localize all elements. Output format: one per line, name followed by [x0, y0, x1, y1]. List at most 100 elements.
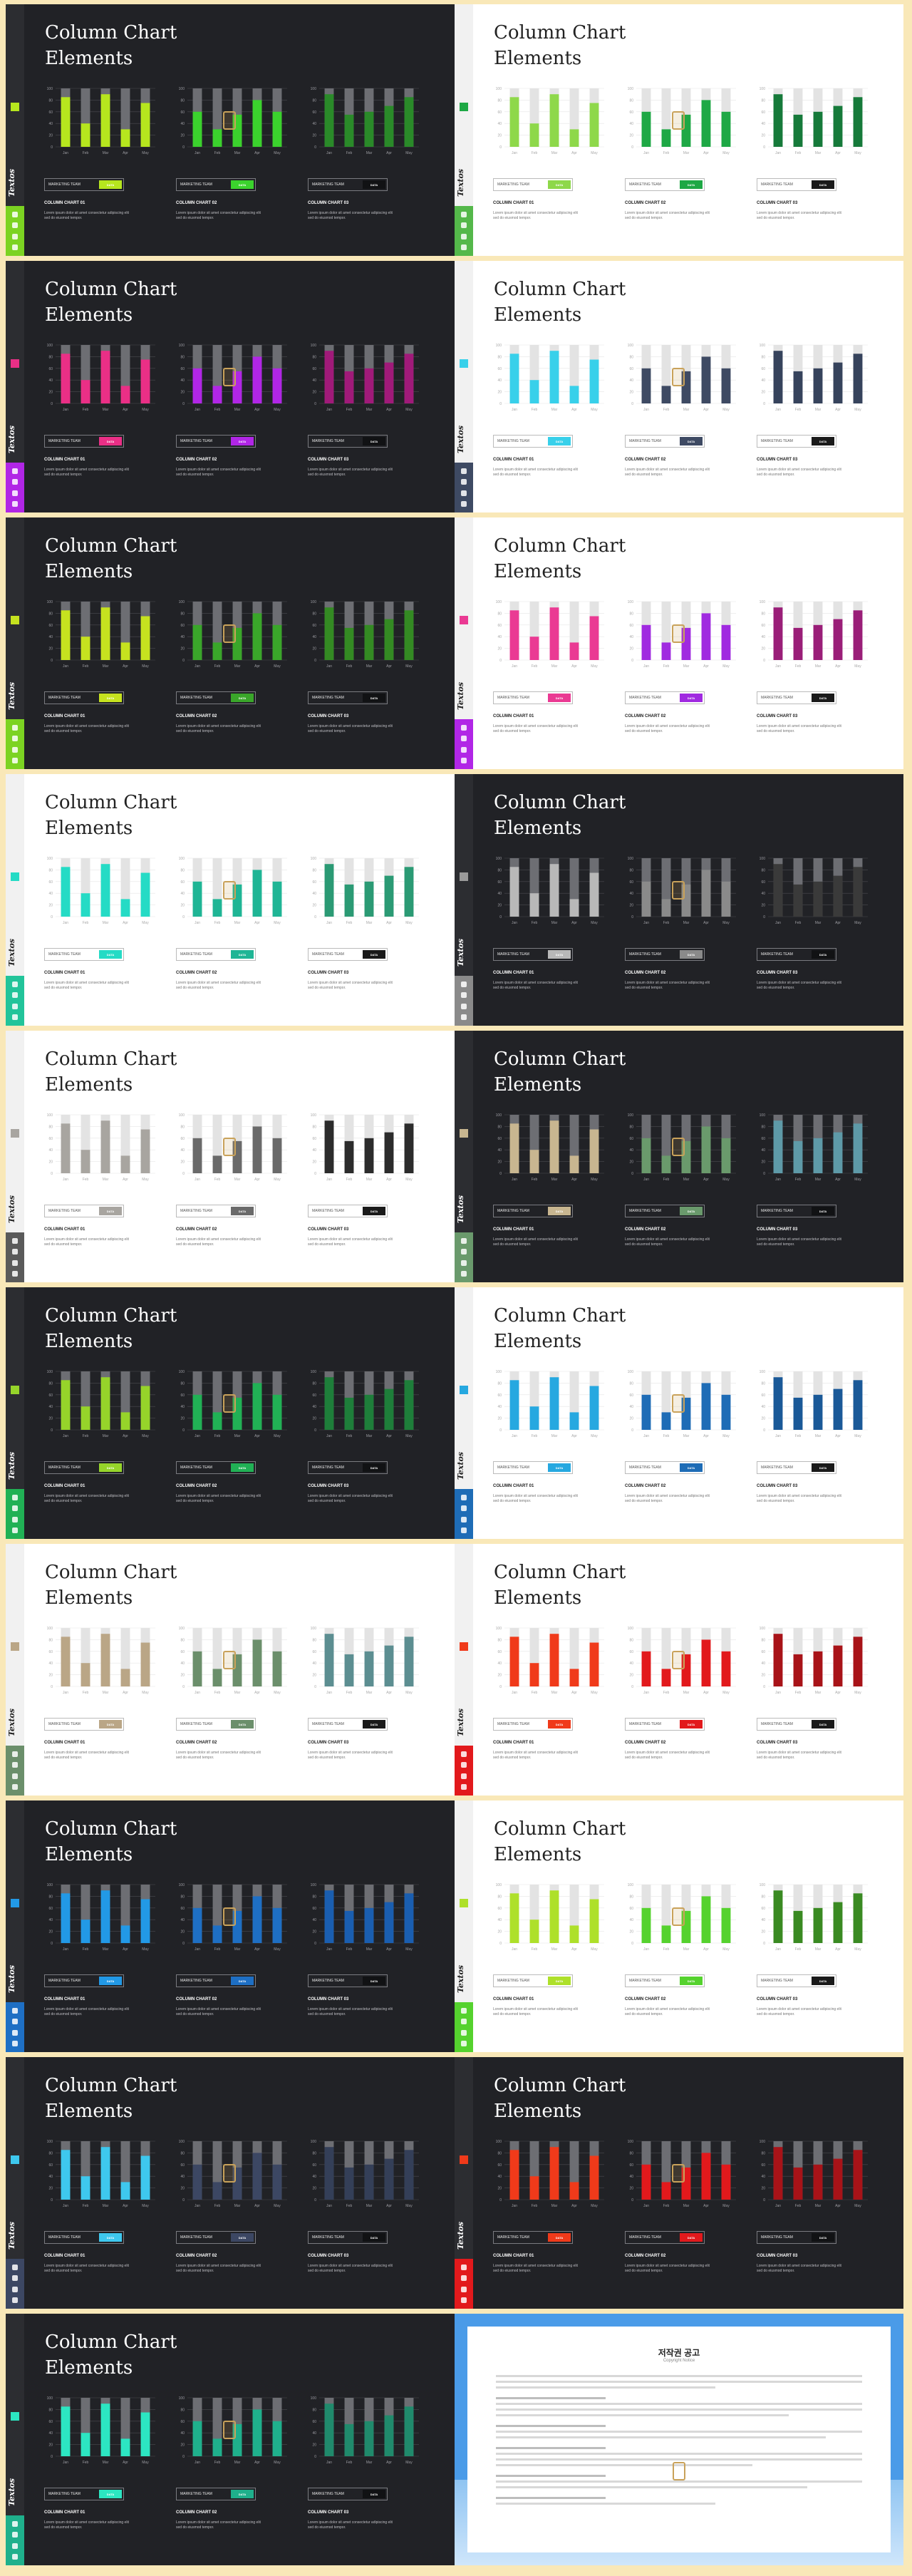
x-tick-label: Feb: [83, 921, 89, 925]
bird-icon[interactable]: [12, 2041, 18, 2047]
bird-icon[interactable]: [461, 501, 467, 508]
mail-icon[interactable]: [12, 2275, 18, 2282]
y-tick-label: 80: [497, 1895, 502, 1899]
bird-icon[interactable]: [461, 758, 467, 764]
chart-slide: Textos Column Chart Elements 0 20 40 60 80 100 Ja…: [6, 517, 455, 769]
share-icon[interactable]: [461, 2007, 467, 2014]
share-icon[interactable]: [12, 2520, 18, 2527]
share-icon[interactable]: [12, 1237, 18, 1244]
share-icon[interactable]: [12, 981, 18, 987]
link-icon[interactable]: [461, 490, 467, 496]
chart-area: 0 20 40 60 80 100 Jan Feb Mar Apr May: [172, 84, 293, 163]
mail-icon[interactable]: [12, 222, 18, 229]
team-tag: MARKETING TEAM DATA: [44, 1461, 124, 1474]
mail-icon[interactable]: [12, 736, 18, 742]
mail-icon[interactable]: [461, 2019, 467, 2025]
slide-title: Column Chart Elements: [45, 533, 230, 584]
mail-icon[interactable]: [12, 2019, 18, 2025]
link-icon[interactable]: [461, 746, 467, 753]
bird-icon[interactable]: [12, 1527, 18, 1534]
bird-icon[interactable]: [12, 1014, 18, 1021]
share-icon[interactable]: [461, 981, 467, 987]
share-icon[interactable]: [461, 724, 467, 731]
bar: [853, 1637, 863, 1686]
mail-icon[interactable]: [461, 222, 467, 229]
share-icon[interactable]: [12, 2007, 18, 2014]
chart-panel: 0 20 40 60 80 100 Jan Feb Mar Apr May MARKETING TEA…: [304, 1880, 425, 2037]
y-tick-label: 20: [180, 1160, 185, 1165]
slide-title: Column Chart Elements: [45, 790, 230, 841]
link-icon[interactable]: [12, 233, 18, 239]
link-icon[interactable]: [461, 1259, 467, 1266]
bird-icon[interactable]: [461, 1527, 467, 1534]
link-icon[interactable]: [461, 1773, 467, 1779]
bird-icon[interactable]: [12, 2297, 18, 2304]
bird-icon[interactable]: [461, 1014, 467, 1021]
mail-icon[interactable]: [461, 2275, 467, 2282]
link-icon[interactable]: [12, 2542, 18, 2549]
x-tick-label: Jan: [63, 2461, 68, 2465]
link-icon[interactable]: [12, 1003, 18, 1009]
share-icon[interactable]: [461, 1494, 467, 1500]
mail-icon[interactable]: [461, 992, 467, 999]
share-icon[interactable]: [12, 1751, 18, 1757]
bird-icon[interactable]: [12, 244, 18, 251]
mail-icon[interactable]: [12, 479, 18, 485]
link-icon[interactable]: [12, 2286, 18, 2292]
share-icon[interactable]: [461, 468, 467, 474]
share-icon[interactable]: [461, 1751, 467, 1757]
mail-icon[interactable]: [461, 1505, 467, 1512]
link-icon[interactable]: [12, 1516, 18, 1523]
bird-icon[interactable]: [12, 501, 18, 508]
link-icon[interactable]: [12, 2029, 18, 2036]
mail-icon[interactable]: [12, 1505, 18, 1512]
bird-icon[interactable]: [12, 758, 18, 764]
share-icon[interactable]: [12, 468, 18, 474]
bar: [81, 1663, 90, 1686]
mail-icon[interactable]: [12, 1249, 18, 1255]
panel-heading: COLUMN CHART 02: [625, 971, 666, 975]
watermark-logo: [223, 1651, 236, 1669]
share-icon[interactable]: [12, 724, 18, 731]
share-icon[interactable]: [461, 2264, 467, 2270]
x-tick-label: Feb: [214, 151, 221, 155]
bird-icon[interactable]: [12, 1271, 18, 1277]
link-icon[interactable]: [461, 2029, 467, 2036]
mail-icon[interactable]: [12, 992, 18, 999]
bar: [549, 1120, 559, 1173]
bird-icon[interactable]: [461, 244, 467, 251]
link-icon[interactable]: [12, 746, 18, 753]
bird-icon[interactable]: [461, 2041, 467, 2047]
bird-icon[interactable]: [461, 1271, 467, 1277]
bird-icon[interactable]: [12, 1784, 18, 1791]
y-tick-label: 80: [629, 868, 633, 872]
share-icon[interactable]: [12, 211, 18, 217]
mail-icon[interactable]: [461, 1762, 467, 1768]
bird-icon[interactable]: [461, 2297, 467, 2304]
mail-icon[interactable]: [461, 479, 467, 485]
share-icon[interactable]: [12, 2264, 18, 2270]
link-icon[interactable]: [12, 490, 18, 496]
link-icon[interactable]: [461, 2286, 467, 2292]
panel-heading: COLUMN CHART 01: [44, 1227, 86, 1232]
x-tick-label: Feb: [214, 664, 221, 669]
mail-icon[interactable]: [12, 1762, 18, 1768]
mail-icon[interactable]: [461, 736, 467, 742]
bar: [61, 1380, 71, 1430]
mail-icon[interactable]: [461, 1249, 467, 1255]
bird-icon[interactable]: [12, 2554, 18, 2560]
mail-icon[interactable]: [12, 2532, 18, 2538]
link-icon[interactable]: [461, 233, 467, 239]
y-tick-label: 0: [499, 145, 502, 150]
bar: [272, 1138, 282, 1173]
bird-icon[interactable]: [461, 1784, 467, 1791]
y-tick-label: 20: [312, 1930, 316, 1934]
y-tick-label: 20: [48, 647, 53, 651]
share-icon[interactable]: [461, 1237, 467, 1244]
link-icon[interactable]: [461, 1516, 467, 1523]
link-icon[interactable]: [461, 1003, 467, 1009]
link-icon[interactable]: [12, 1773, 18, 1779]
share-icon[interactable]: [461, 211, 467, 217]
link-icon[interactable]: [12, 1259, 18, 1266]
share-icon[interactable]: [12, 1494, 18, 1500]
